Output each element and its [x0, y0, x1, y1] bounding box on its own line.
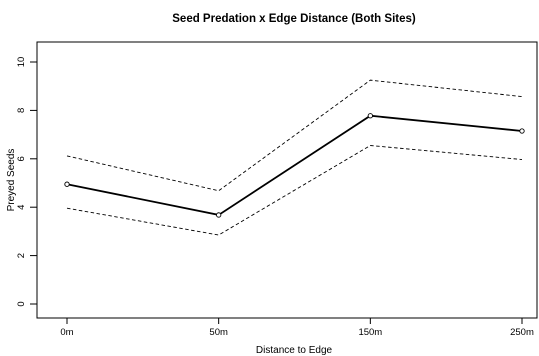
series-line-upper — [66, 79, 523, 192]
y-tick-label: 2 — [16, 253, 27, 258]
x-tick-label: 250m — [510, 327, 534, 338]
data-point-mean — [64, 181, 70, 187]
x-tick-label: 150m — [358, 327, 382, 338]
data-point-mean — [519, 128, 525, 134]
y-tick-label: 10 — [16, 57, 27, 68]
chart-title: Seed Predation x Edge Distance (Both Sit… — [172, 13, 416, 25]
y-tick-label: 6 — [16, 156, 27, 161]
x-tick-label: 0m — [60, 327, 73, 338]
data-point-mean — [216, 212, 222, 218]
series-line-mean — [66, 114, 523, 216]
y-tick-label: 0 — [16, 301, 27, 306]
x-axis-title: Distance to Edge — [256, 345, 333, 356]
series-line-lower — [66, 145, 523, 236]
data-point-mean — [367, 113, 373, 119]
y-axis-title: Preyed Seeds — [6, 149, 17, 212]
x-tick-label: 50m — [209, 327, 228, 338]
plot-frame — [36, 41, 538, 319]
y-tick-label: 8 — [16, 108, 27, 113]
y-tick-label: 4 — [16, 205, 27, 210]
x-axis: 0m 50m 150m 250m — [60, 317, 534, 338]
series-layer — [64, 79, 525, 236]
y-axis: 0 2 4 6 8 10 — [16, 57, 38, 307]
